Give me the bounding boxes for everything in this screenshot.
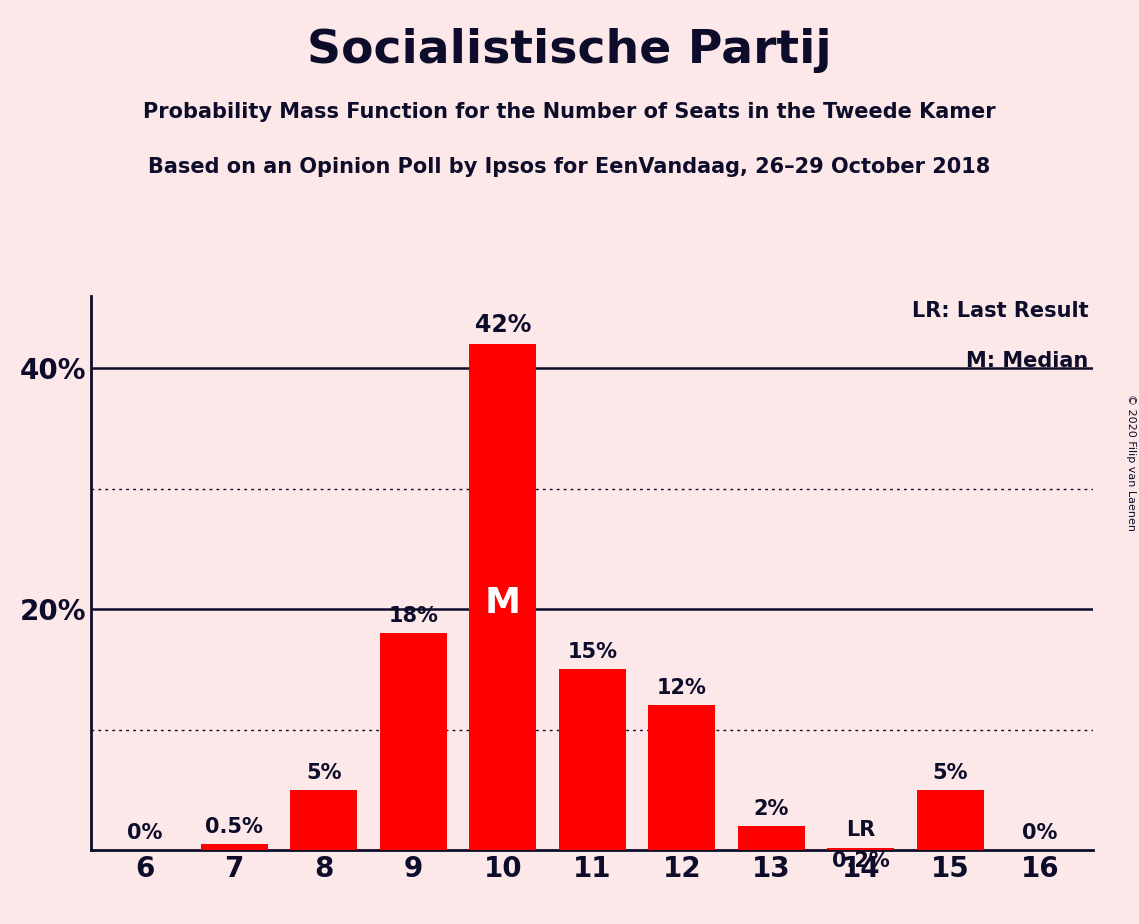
Text: 0.5%: 0.5%: [205, 817, 263, 837]
Text: M: Median: M: Median: [966, 351, 1089, 371]
Text: LR: Last Result: LR: Last Result: [912, 301, 1089, 322]
Bar: [379, 633, 446, 850]
Text: 12%: 12%: [657, 678, 706, 699]
Text: 0%: 0%: [128, 823, 163, 843]
Text: 5%: 5%: [933, 762, 968, 783]
Text: 15%: 15%: [567, 642, 617, 663]
Text: 42%: 42%: [475, 312, 531, 336]
Bar: [827, 847, 894, 850]
Text: 18%: 18%: [388, 606, 439, 626]
Bar: [648, 705, 715, 850]
Text: Based on an Opinion Poll by Ipsos for EenVandaag, 26–29 October 2018: Based on an Opinion Poll by Ipsos for Ee…: [148, 157, 991, 177]
Text: 0%: 0%: [1022, 823, 1057, 843]
Bar: [469, 344, 536, 850]
Bar: [290, 790, 358, 850]
Text: LR: LR: [846, 821, 876, 841]
Bar: [200, 844, 268, 850]
Text: 5%: 5%: [306, 762, 342, 783]
Text: 0.2%: 0.2%: [831, 851, 890, 871]
Bar: [559, 669, 625, 850]
Text: Socialistische Partij: Socialistische Partij: [308, 28, 831, 73]
Bar: [738, 826, 805, 850]
Text: Probability Mass Function for the Number of Seats in the Tweede Kamer: Probability Mass Function for the Number…: [144, 102, 995, 122]
Text: M: M: [485, 586, 521, 620]
Text: 2%: 2%: [754, 798, 789, 819]
Bar: [917, 790, 984, 850]
Text: © 2020 Filip van Laenen: © 2020 Filip van Laenen: [1126, 394, 1136, 530]
